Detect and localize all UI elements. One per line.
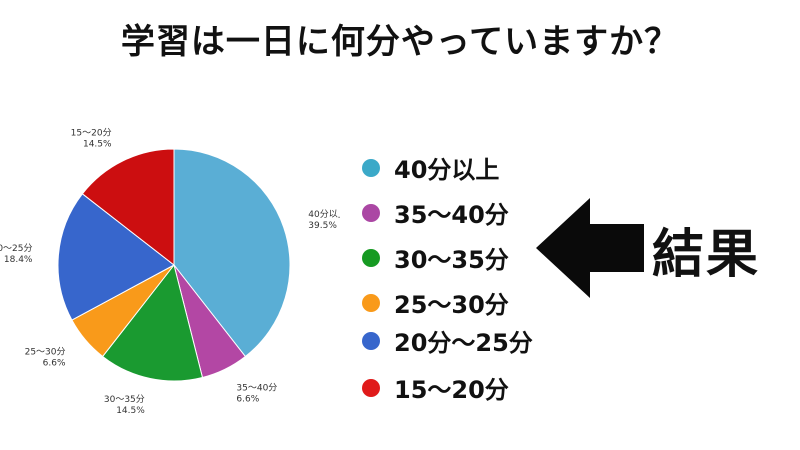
slice-value-2: 14.5% bbox=[116, 406, 145, 416]
slice-value-5: 14.5% bbox=[83, 139, 112, 149]
slice-label-2: 30〜35分 bbox=[104, 394, 145, 405]
legend-label: 15〜20分 bbox=[394, 376, 509, 404]
pie-labels: 40分以上39.5%35〜40分6.6%30〜35分14.5%25〜30分6.6… bbox=[0, 127, 340, 416]
legend-item-20-25: 20分〜25分 bbox=[362, 323, 533, 358]
slice-value-3: 6.6% bbox=[43, 359, 66, 369]
legend-item-15-20: 15〜20分 bbox=[362, 370, 509, 405]
pie-slice-0 bbox=[173, 148, 291, 358]
legend-label: 25〜30分 bbox=[394, 291, 509, 319]
legend-item-25-30: 25〜30分 bbox=[362, 285, 509, 320]
slice-value-4: 18.4% bbox=[4, 255, 33, 265]
chart-title: 学習は一日に何分やっていますか？ bbox=[120, 22, 680, 62]
slice-label-0: 40分以上 bbox=[308, 209, 340, 220]
legend-marker bbox=[362, 203, 380, 222]
legend-label: 40分以上 bbox=[394, 156, 500, 184]
slice-value-0: 39.5% bbox=[308, 221, 337, 231]
pie-slice-5 bbox=[81, 148, 175, 267]
legend-label: 20分〜25分 bbox=[394, 329, 533, 357]
legend-marker bbox=[362, 293, 380, 312]
pie-slice-4 bbox=[57, 193, 175, 321]
left-arrow-icon bbox=[536, 198, 644, 298]
slice-value-1: 6.6% bbox=[236, 395, 259, 405]
pie-chart: 40分以上39.5%35〜40分6.6%30〜35分14.5%25〜30分6.6… bbox=[0, 127, 340, 416]
legend-item-40-plus: 40分以上 bbox=[362, 150, 499, 185]
legend-marker bbox=[362, 158, 380, 177]
legend-marker bbox=[362, 248, 380, 267]
result-label: 結果 bbox=[652, 225, 761, 285]
legend-item-30-35: 30〜35分 bbox=[362, 240, 509, 275]
legend-label: 35〜40分 bbox=[394, 201, 509, 229]
slice-label-5: 15〜20分 bbox=[71, 127, 112, 138]
legend-marker bbox=[362, 378, 380, 397]
legend-label: 30〜35分 bbox=[394, 246, 509, 274]
legend-item-35-40: 35〜40分 bbox=[362, 195, 509, 230]
pie-slice-2 bbox=[101, 263, 204, 382]
slice-label-3: 25〜30分 bbox=[25, 347, 66, 358]
pie-slices bbox=[57, 148, 291, 382]
legend-marker bbox=[362, 331, 380, 350]
slice-label-4: 20〜25分 bbox=[0, 243, 32, 254]
slice-label-1: 35〜40分 bbox=[236, 383, 277, 394]
